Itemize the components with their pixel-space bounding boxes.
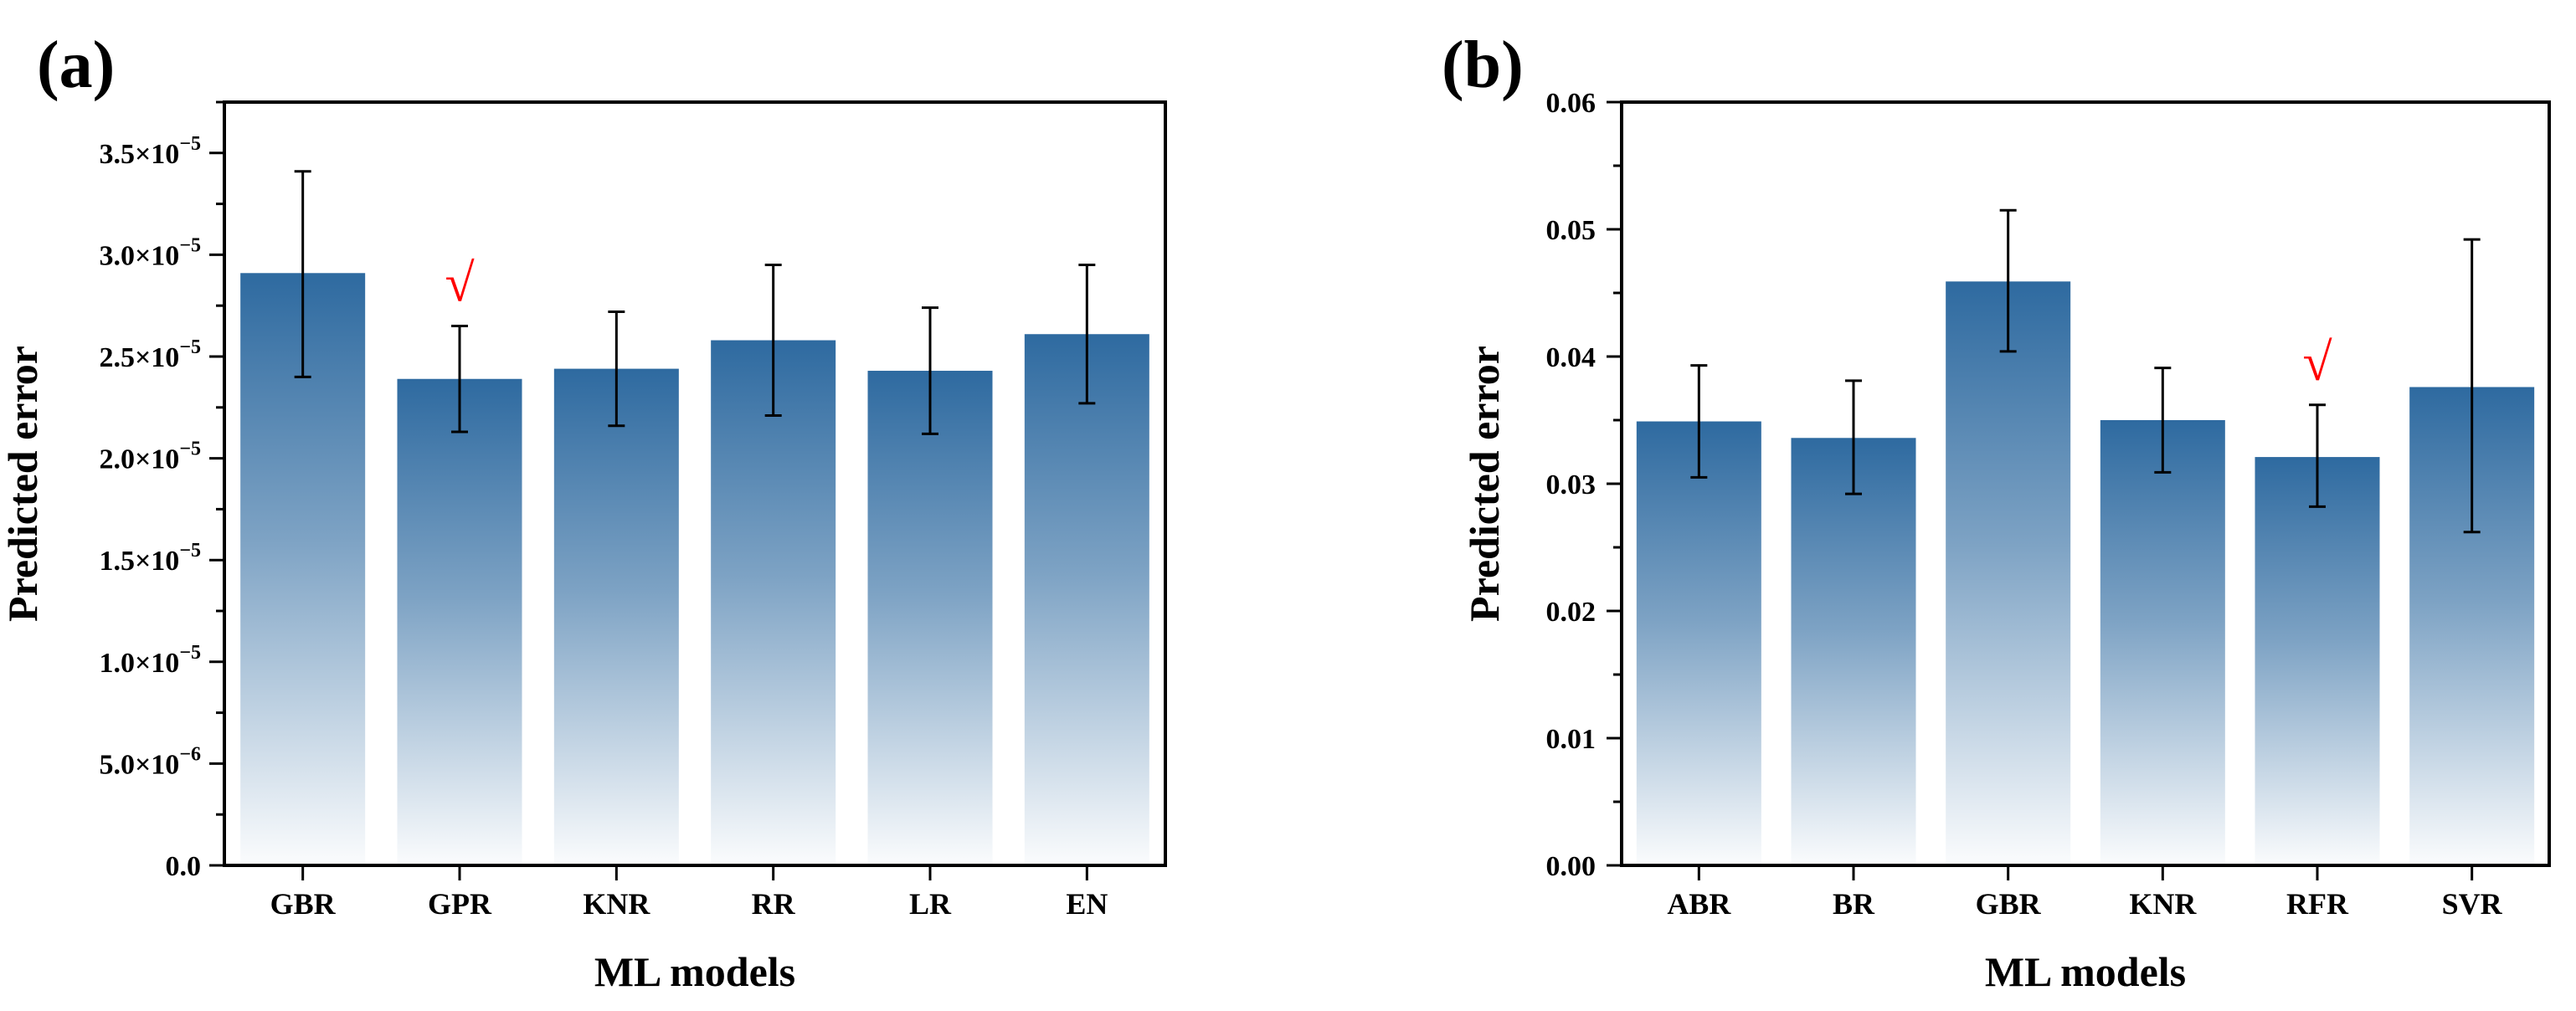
bar-rr bbox=[711, 340, 836, 865]
y-tick-label: 0.04 bbox=[1546, 342, 1597, 373]
error-bar-abr bbox=[1690, 364, 1708, 479]
panel-label: (b) bbox=[1442, 28, 1524, 102]
y-tick-label: 0.02 bbox=[1546, 597, 1597, 628]
x-tick-label-en: EN bbox=[1066, 887, 1108, 921]
error-bar-gbr bbox=[294, 170, 311, 378]
y-tick-label: 0.06 bbox=[1546, 88, 1597, 119]
x-tick-label-knr: KNR bbox=[2129, 887, 2197, 921]
error-bar-svr bbox=[2463, 238, 2481, 534]
y-tick-label: 1.5×10−5 bbox=[99, 540, 201, 577]
error-bar-knr bbox=[2154, 367, 2172, 474]
x-tick-label-lr: LR bbox=[909, 887, 952, 921]
y-tick-label: 1.0×10−5 bbox=[99, 642, 201, 679]
x-tick-label-gbr: GBR bbox=[270, 887, 337, 921]
error-bar-gpr bbox=[451, 325, 468, 434]
y-tick-label: 2.0×10−5 bbox=[99, 439, 201, 475]
bar-knr bbox=[553, 368, 679, 865]
bar-knr bbox=[2100, 420, 2225, 865]
bar-br bbox=[1791, 438, 1916, 865]
best-model-check-icon: √ bbox=[2302, 332, 2332, 392]
bar-rfr bbox=[2255, 457, 2380, 865]
bar-abr bbox=[1636, 421, 1761, 865]
x-tick-label-br: BR bbox=[1833, 887, 1875, 921]
error-bar-lr bbox=[922, 306, 938, 435]
y-tick-label: 0.03 bbox=[1546, 470, 1597, 500]
error-bar-br bbox=[1845, 379, 1862, 495]
bar-gpr bbox=[397, 378, 522, 865]
best-model-check-icon: √ bbox=[445, 254, 475, 313]
x-tick-label-rfr: RFR bbox=[2286, 887, 2349, 921]
y-tick-label: 3.5×10−5 bbox=[99, 133, 201, 170]
x-tick-label-abr: ABR bbox=[1667, 887, 1731, 921]
y-axis-title: Predicted error bbox=[1461, 346, 1508, 622]
y-tick-label: 0.00 bbox=[1546, 851, 1597, 882]
axes-frame bbox=[223, 100, 1167, 867]
x-tick-label-rr: RR bbox=[752, 887, 796, 921]
x-axis-title: ML models bbox=[1985, 948, 2186, 995]
panel-b: (b) √ 0.00 0.01 0.02 0.03 0.04 0.05 0.06 ABR BR GBR… bbox=[1442, 28, 2551, 995]
y-tick-label: 3.0×10−5 bbox=[99, 234, 201, 271]
x-tick-label-gpr: GPR bbox=[428, 887, 492, 921]
panel-a: (a) √ 0.0 5.0×10−6 1.0×10−5 1.5×10−5 2.0×10−5 2… bbox=[0, 28, 1167, 995]
x-tick-label-svr: SVR bbox=[2442, 887, 2503, 921]
x-tick-label-gbr: GBR bbox=[1976, 887, 2042, 921]
y-tick-label: 0.05 bbox=[1546, 215, 1597, 246]
y-axis-title: Predicted error bbox=[0, 346, 46, 622]
bar-gbr bbox=[1946, 281, 2071, 865]
y-tick-label: 5.0×10−6 bbox=[99, 743, 201, 780]
bar-lr bbox=[867, 371, 993, 865]
x-axis-title: ML models bbox=[594, 948, 795, 995]
x-tick-label-knr: KNR bbox=[583, 887, 650, 921]
panel-label: (a) bbox=[37, 28, 115, 102]
error-bar-en bbox=[1078, 264, 1096, 405]
bar-en bbox=[1024, 334, 1149, 865]
error-bar-knr bbox=[608, 310, 625, 428]
error-bar-rfr bbox=[2309, 403, 2326, 508]
y-tick-label: 0.0 bbox=[166, 851, 202, 882]
error-bar-gbr bbox=[1999, 208, 2017, 353]
y-tick-label: 0.01 bbox=[1546, 724, 1597, 755]
error-bar-rr bbox=[764, 264, 782, 418]
y-tick-label: 2.5×10−5 bbox=[99, 336, 201, 373]
